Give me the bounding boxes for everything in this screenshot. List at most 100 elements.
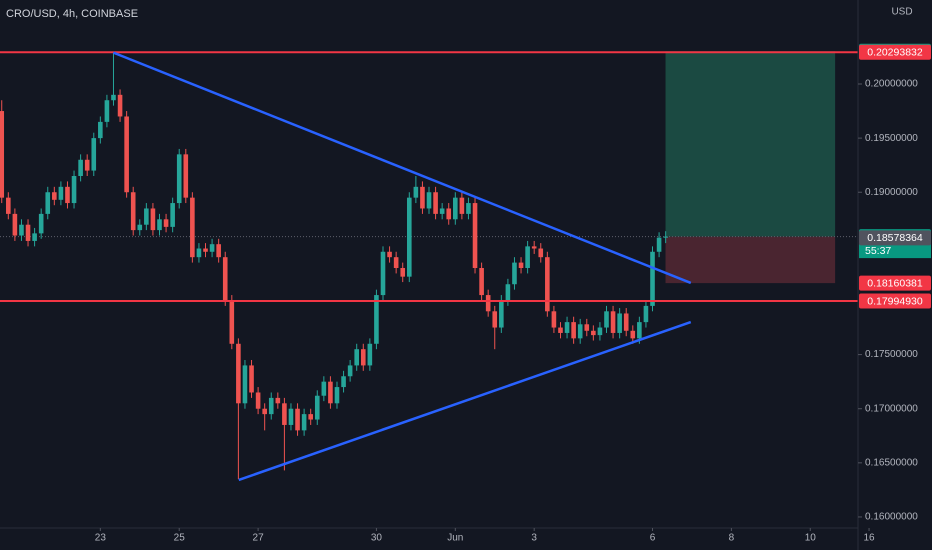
candle-body: [25, 224, 31, 241]
candle-body: [347, 365, 353, 377]
y-tick-label: 0.19500000: [865, 133, 918, 144]
candle-body: [604, 311, 609, 328]
plot-area: [0, 51, 858, 482]
candle-body: [571, 322, 576, 339]
candle-body: [111, 94, 116, 101]
candle-body: [12, 213, 18, 236]
candle-body: [52, 192, 57, 200]
y-tick-label: 0.16000000: [865, 512, 918, 523]
candle-body: [19, 224, 24, 236]
candle-body: [275, 397, 281, 404]
chart-title: CRO/USD, 4h, COINBASE: [6, 8, 138, 20]
candle-body: [334, 387, 340, 404]
candle-body: [321, 381, 327, 396]
price-label: 0.18160381: [867, 277, 923, 289]
candle-body: [637, 322, 642, 339]
candle-body: [446, 208, 452, 220]
candle-body: [538, 248, 544, 258]
y-tick-label: 0.17500000: [865, 349, 918, 360]
candle-body: [314, 395, 320, 420]
candle-body: [433, 192, 438, 214]
trendline: [238, 320, 692, 482]
candle-body: [650, 251, 655, 306]
candle-body: [163, 219, 169, 227]
candle-body: [597, 327, 603, 336]
price-label-bg: [859, 275, 931, 291]
x-tick-label: 16: [863, 533, 875, 544]
x-tick-label: Jun: [447, 533, 463, 544]
price-label: 0.18578364: [867, 232, 923, 244]
x-tick-label: 6: [650, 533, 656, 544]
candle-body: [374, 295, 379, 344]
x-tick-label: 10: [805, 533, 817, 544]
candle-body: [98, 121, 103, 139]
price-label-bg: [859, 230, 931, 246]
candle-body: [406, 197, 412, 277]
candle-body: [387, 251, 392, 258]
candle-body: [663, 236, 668, 238]
candle-body: [104, 100, 110, 122]
countdown: 55:37: [865, 245, 891, 257]
candle-body: [0, 111, 5, 198]
price-label: 0.17994930: [867, 295, 923, 307]
y-tick-label: 0.19000000: [865, 187, 918, 198]
candle-body: [6, 197, 11, 214]
candle-body: [45, 192, 51, 214]
candle-body: [288, 408, 294, 425]
candle-body: [439, 208, 445, 214]
candle-body: [236, 343, 241, 404]
candle-body: [472, 203, 478, 269]
candle-body: [229, 300, 235, 344]
y-tick-label: 0.20000000: [865, 79, 918, 90]
candle-body: [577, 324, 583, 339]
candle-body: [71, 176, 77, 204]
candle-body: [591, 330, 596, 336]
candle-body: [531, 246, 537, 249]
x-tick-label: 25: [174, 533, 186, 544]
candle-body: [242, 365, 248, 404]
candle-body: [130, 192, 136, 231]
candle-body: [84, 159, 90, 171]
candle-body: [380, 251, 386, 296]
candle-body: [124, 116, 129, 193]
candle-body: [656, 237, 662, 252]
candle-body: [400, 268, 406, 277]
countdown-bg: [859, 244, 931, 259]
candle-body: [301, 414, 307, 431]
candle-body: [453, 197, 458, 220]
candle-body: [564, 322, 570, 333]
candle-body: [630, 330, 636, 339]
candle-body: [360, 349, 366, 366]
candle-body: [393, 257, 399, 269]
candle-body: [282, 403, 287, 425]
trendline: [112, 51, 692, 285]
candle-body: [38, 213, 44, 234]
candle-body: [512, 262, 517, 285]
candle-body: [203, 248, 208, 252]
candle-body: [268, 397, 274, 415]
candle-body: [190, 197, 195, 258]
x-tick-label: 30: [371, 533, 383, 544]
candle-body: [459, 197, 465, 214]
candle-body: [176, 154, 182, 204]
price-label: 0.20293832: [867, 46, 923, 58]
candle-body: [617, 313, 622, 333]
price-label-bg: [859, 293, 931, 309]
candle-body: [295, 408, 300, 431]
candle-body: [170, 203, 175, 227]
candle-body: [551, 311, 557, 328]
x-tick-label: 8: [729, 533, 735, 544]
candle-body: [505, 284, 511, 301]
candle-body: [150, 208, 156, 231]
candle-body: [144, 208, 149, 225]
price-label-bg: [859, 44, 931, 60]
candle-body: [525, 246, 530, 269]
candle-body: [65, 186, 70, 204]
candle-body: [328, 381, 333, 404]
candle-body: [58, 186, 64, 200]
candle-body: [249, 365, 254, 393]
candle-body: [308, 414, 313, 420]
candle-body: [137, 224, 143, 231]
